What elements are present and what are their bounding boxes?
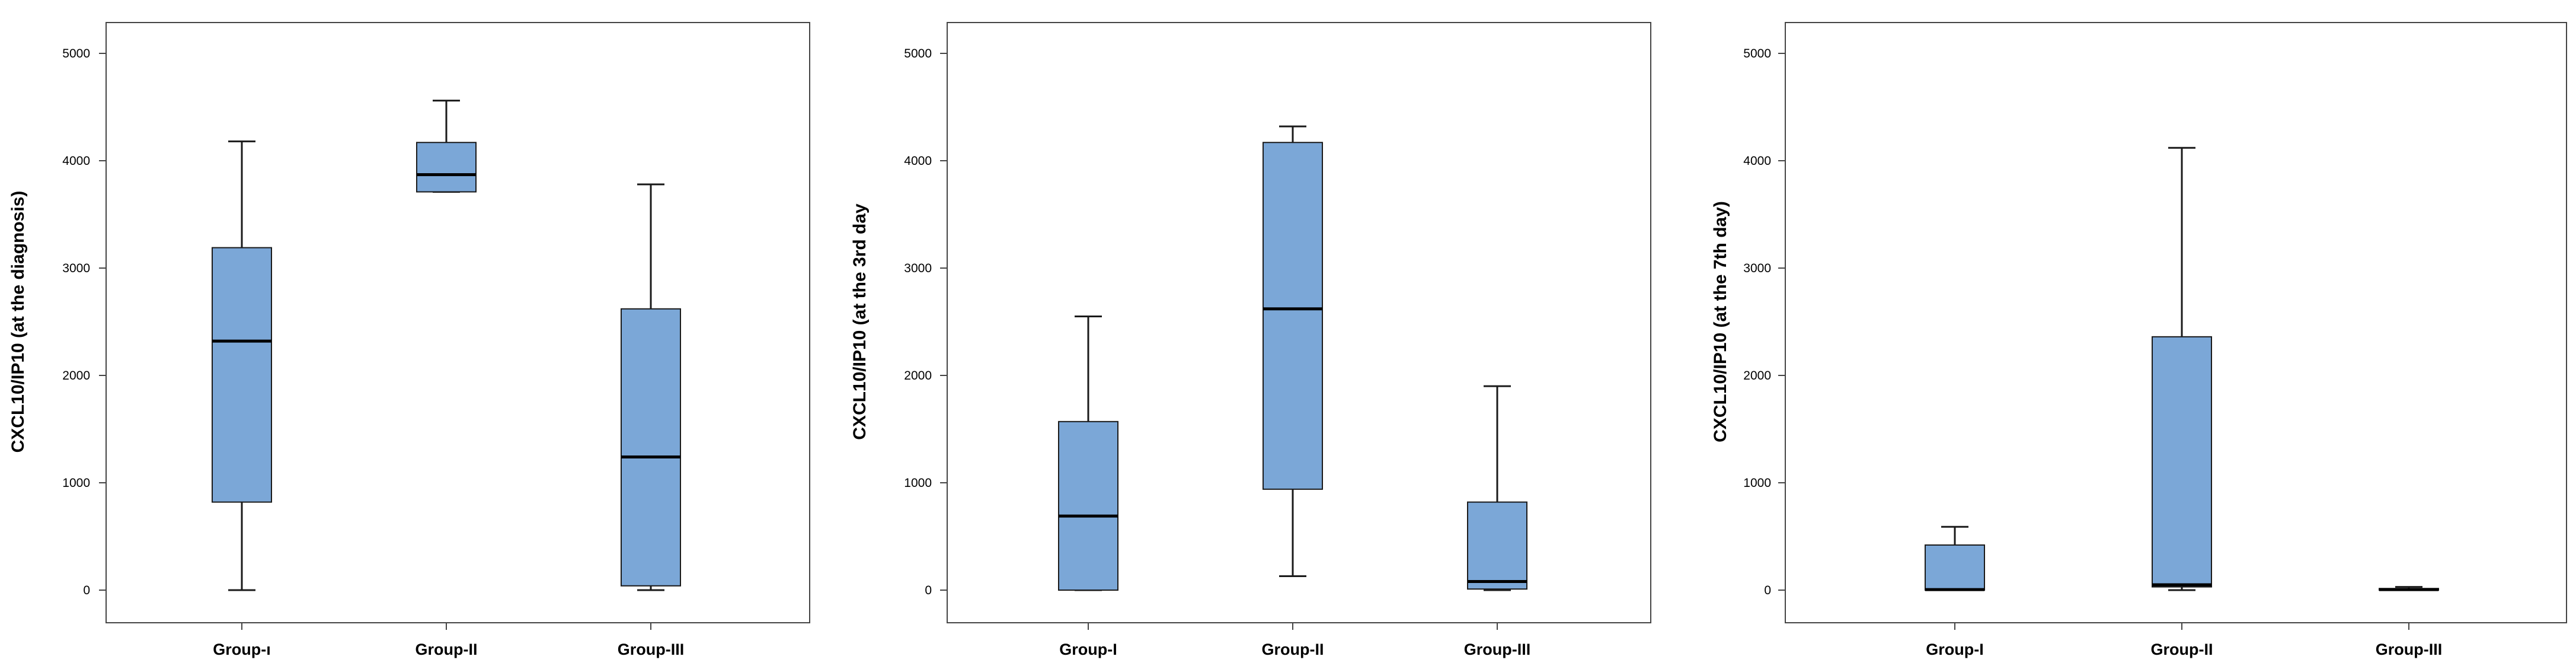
plot-frame <box>947 22 1651 623</box>
x-category-label: Group-II <box>416 641 478 658</box>
x-category-label: Group-II <box>1262 641 1324 658</box>
y-tick-label: 1000 <box>1743 476 1771 490</box>
chart-panel-3: 0 1000 2000 3000 4000 5000 CXCL10/IP10 (at the… <box>1711 22 2567 658</box>
y-tick-label: 3000 <box>904 262 932 275</box>
y-tick-label: 4000 <box>904 154 932 168</box>
box-body <box>621 308 681 587</box>
x-category-label: Group-I <box>1926 641 1983 658</box>
y-tick-label: 5000 <box>1743 47 1771 60</box>
y-tick-label: 0 <box>83 584 90 597</box>
plot-frame <box>1785 22 2567 623</box>
y-tick-label: 4000 <box>62 154 90 168</box>
y-axis-title: CXCL10/IP10 (at the 3rd day <box>850 203 870 440</box>
y-axis-title: CXCL10/IP10 (at the 7th day) <box>1711 201 1730 442</box>
box-body <box>1925 544 1985 591</box>
chart-panel-2: 0 1000 2000 3000 4000 5000 CXCL10/IP10 (at the… <box>850 22 1651 658</box>
box-1: Group-ı <box>212 140 272 658</box>
y-tick-label: 2000 <box>62 369 90 383</box>
y-tick-label: 3000 <box>62 262 90 275</box>
y-tick-label: 5000 <box>62 47 90 60</box>
box-2: Group-II <box>1262 125 1324 658</box>
y-axis-title: CXCL10/IP10 (at the diagnosis) <box>8 191 28 453</box>
box-2: Group-II <box>2151 146 2213 658</box>
y-tick-label: 1000 <box>904 476 932 490</box>
box-body <box>212 247 272 503</box>
box-body <box>2152 336 2212 588</box>
x-category-label: Group-III <box>2376 641 2442 658</box>
x-category-label: Group-III <box>618 641 684 658</box>
y-tick-label: 2000 <box>904 369 932 383</box>
box-1: Group-I <box>1925 525 1985 658</box>
x-category-label: Group-ı <box>213 641 270 658</box>
y-tick-label: 4000 <box>1743 154 1771 168</box>
box-body <box>1058 420 1118 591</box>
x-category-label: Group-III <box>1464 641 1530 658</box>
x-category-label: Group-II <box>2151 641 2213 658</box>
y-tick-label: 3000 <box>1743 262 1771 275</box>
y-tick-label: 2000 <box>1743 369 1771 383</box>
y-tick-label: 0 <box>1764 584 1771 597</box>
box-body <box>1467 501 1527 590</box>
box-3: Group-III <box>1464 385 1530 658</box>
box-3: Group-III <box>618 183 684 658</box>
chart-panel-1: 0 1000 2000 3000 4000 5000 CXCL10/IP10 (at the… <box>8 22 810 658</box>
box-body <box>1263 142 1323 490</box>
box-3: Group-III <box>2376 586 2442 658</box>
box-2: Group-II <box>416 100 478 658</box>
y-tick-label: 0 <box>925 584 932 597</box>
plot-frame <box>106 22 810 623</box>
y-tick-label: 1000 <box>62 476 90 490</box>
box-1: Group-I <box>1058 315 1118 658</box>
box-body <box>416 142 477 193</box>
y-tick-label: 5000 <box>904 47 932 60</box>
x-category-label: Group-I <box>1059 641 1117 658</box>
